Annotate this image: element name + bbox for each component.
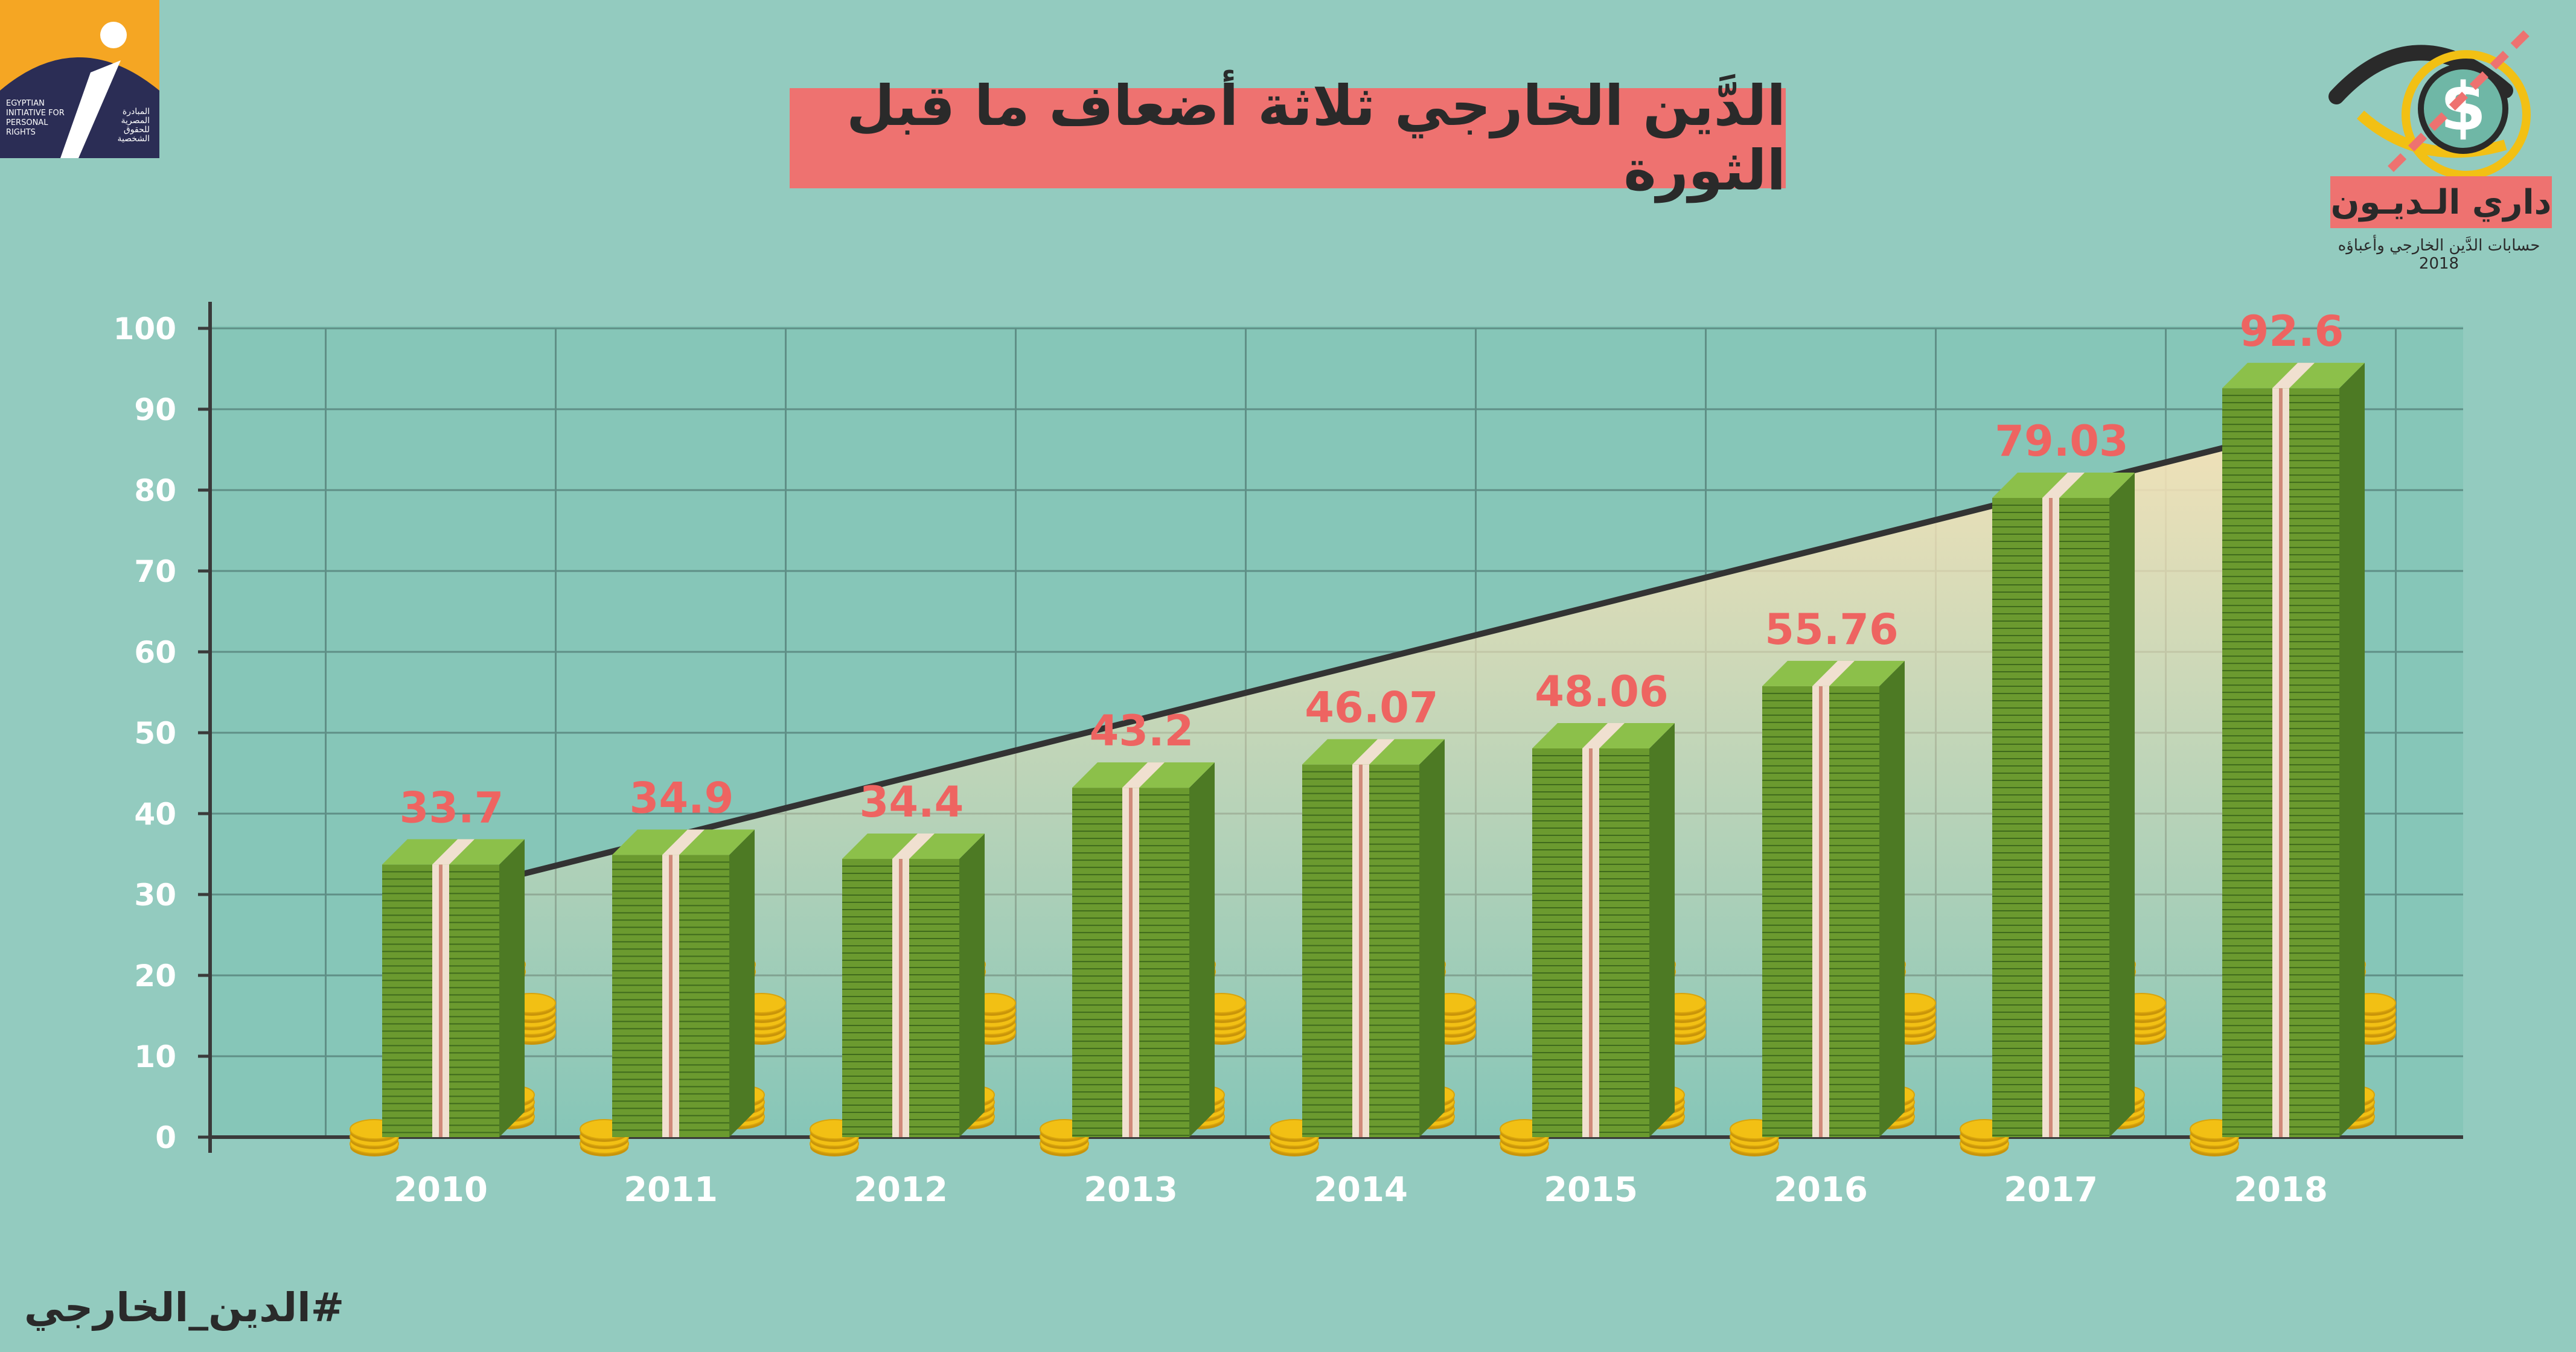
x-tick-label: 2017: [2004, 1170, 2098, 1210]
bar-2013: [1072, 762, 1215, 1137]
y-tick-label: 20: [134, 958, 176, 993]
bar-2017: [1992, 472, 2135, 1137]
y-tick-label: 30: [134, 878, 176, 913]
x-tick-label: 2015: [1544, 1170, 1638, 1210]
value-label: 34.4: [860, 777, 964, 827]
coin-stack: [1270, 1119, 1319, 1156]
eipr-logo-icon: [0, 0, 159, 158]
value-label: 34.9: [630, 773, 734, 823]
x-tick-label: 2011: [624, 1170, 718, 1210]
bar-2015: [1532, 722, 1675, 1137]
y-tick-label: 100: [113, 311, 176, 346]
y-tick-label: 60: [134, 635, 176, 670]
bars: [382, 363, 2365, 1138]
bar-2010: [382, 839, 525, 1137]
value-label: 79.03: [1995, 416, 2128, 466]
bar-side: [1189, 762, 1215, 1137]
bar-2018: [2222, 363, 2365, 1138]
value-label: 55.76: [1765, 605, 1898, 654]
y-tick-label: 40: [134, 797, 176, 832]
page-title: الدَّين الخارجي ثلاثة أضعاف ما قبل الثور…: [846, 74, 1786, 203]
eipr-logo: EGYPTIAN INITIATIVE FOR PERSONAL RIGHTS …: [0, 0, 159, 158]
bar-side: [729, 829, 755, 1137]
brand-name-box: داري الـديـون: [2330, 176, 2552, 228]
y-tick-label: 0: [155, 1120, 176, 1155]
hashtag: #الدين_الخارجي: [24, 1284, 345, 1331]
bar-2014: [1302, 739, 1445, 1137]
x-tick-label: 2016: [1774, 1170, 1868, 1210]
bar-side: [2339, 363, 2365, 1138]
y-axis-ticks: 0 10 20 30 40 50 60 70 80 90 100: [113, 311, 210, 1155]
brand-tagline: حسابات الدَّين الخارجي وأعباؤه 2018: [2338, 237, 2540, 273]
eipr-name-en: EGYPTIAN INITIATIVE FOR PERSONAL RIGHTS: [6, 99, 65, 137]
bar-side: [1419, 739, 1445, 1137]
y-tick-label: 50: [134, 716, 176, 751]
bar-side: [1879, 660, 1905, 1137]
value-label: 43.2: [1090, 706, 1194, 756]
y-tick-label: 10: [134, 1039, 176, 1074]
x-tick-label: 2018: [2234, 1170, 2328, 1210]
brand-logo: $: [2324, 24, 2566, 187]
x-tick-label: 2014: [1314, 1170, 1408, 1210]
eipr-name-ar: المبادرة المصرية للحقوق الشخصية: [117, 107, 150, 144]
eye-dollar-icon: $: [2328, 27, 2533, 179]
value-labels: 33.7 34.9 34.4 43.2 46.07 48.06 55.76 79.03 92.6: [400, 307, 2344, 832]
x-tick-label: 2013: [1084, 1170, 1178, 1210]
bar-side: [499, 839, 525, 1137]
x-axis-ticks: 2010 2011 2012 2013 2014 2015 2016 2017 2018: [394, 1170, 2328, 1210]
trend-line: [439, 430, 2282, 898]
brand-name: داري الـديـون: [2330, 182, 2552, 222]
value-label: 46.07: [1305, 683, 1438, 733]
value-label: 92.6: [2240, 307, 2344, 356]
bar-2011: [612, 829, 755, 1137]
x-tick-label: 2012: [854, 1170, 948, 1210]
bar-side: [1649, 722, 1675, 1137]
x-tick-label: 2010: [394, 1170, 488, 1210]
bar-2012: [842, 834, 985, 1137]
value-label: 33.7: [400, 783, 504, 832]
bar-side: [2109, 472, 2135, 1137]
title-banner: الدَّين الخارجي ثلاثة أضعاف ما قبل الثور…: [790, 74, 1786, 203]
bar-side: [959, 834, 985, 1137]
coin-stack: [2190, 1119, 2239, 1156]
value-label: 48.06: [1535, 667, 1668, 716]
y-tick-label: 70: [134, 554, 176, 589]
y-tick-label: 90: [134, 392, 176, 427]
bar-2016: [1762, 660, 1905, 1137]
y-tick-label: 80: [134, 473, 176, 508]
